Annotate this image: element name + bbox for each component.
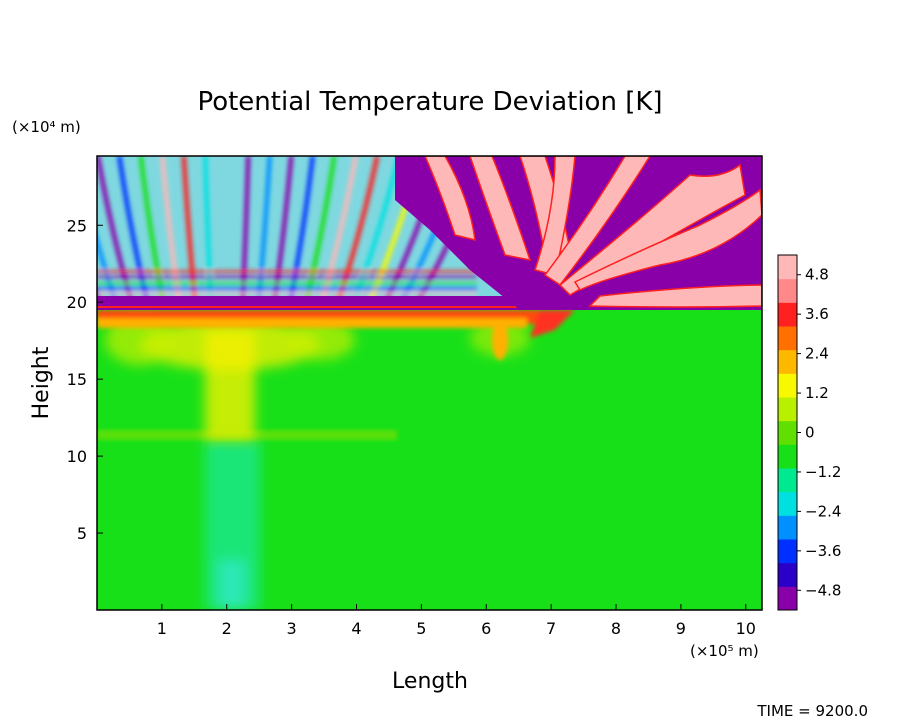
pink-tongues bbox=[424, 156, 762, 308]
y-tick-label: 15 bbox=[67, 370, 87, 389]
colorbar-band bbox=[778, 373, 797, 398]
colorbar-band bbox=[778, 491, 797, 516]
wave-band bbox=[97, 276, 477, 279]
y-tick-label: 10 bbox=[67, 447, 87, 466]
colorbar-tick-label: −1.2 bbox=[805, 463, 841, 481]
x-tick-label: 7 bbox=[546, 619, 556, 638]
colorbar-tick-label: 1.2 bbox=[805, 384, 829, 402]
convective-plume bbox=[205, 440, 260, 610]
x-tick-label: 9 bbox=[676, 619, 686, 638]
colorbar-tick-label: 3.6 bbox=[805, 305, 829, 323]
colorbar-band bbox=[778, 302, 797, 327]
plot-frame bbox=[96, 155, 763, 611]
colorbar-band bbox=[778, 278, 797, 303]
colorbar-band bbox=[778, 397, 797, 422]
colorbar-tick-label: −4.8 bbox=[805, 581, 841, 599]
colorbar: 4.8 3.6 2.4 1.2 0 −1.2 −2.4 −3.6 −4.8 bbox=[777, 254, 841, 611]
x-tick-label: 3 bbox=[287, 619, 297, 638]
colorbar-band bbox=[778, 586, 797, 611]
x-axis-unit: (×10⁵ m) bbox=[690, 642, 759, 660]
wave-band bbox=[97, 287, 477, 290]
colorbar-band bbox=[778, 255, 797, 280]
y-axis-ticks: 5 10 15 20 25 bbox=[67, 216, 103, 543]
x-tick-label: 4 bbox=[351, 619, 361, 638]
colorbar-band bbox=[778, 539, 797, 564]
wave-band bbox=[0, 156, 35, 300]
colorbar-band bbox=[778, 326, 797, 351]
y-tick-label: 20 bbox=[67, 293, 87, 312]
y-axis-unit: (×10⁴ m) bbox=[12, 118, 81, 136]
wave-band bbox=[97, 270, 477, 273]
colorbar-band bbox=[778, 444, 797, 469]
warm-tongue bbox=[469, 156, 532, 261]
x-tick-label: 5 bbox=[416, 619, 426, 638]
wave-band bbox=[97, 282, 477, 285]
x-tick-label: 1 bbox=[157, 619, 167, 638]
colorbar-band bbox=[778, 468, 797, 493]
time-label: TIME = 9200.0 bbox=[756, 702, 868, 720]
wave-band bbox=[97, 292, 477, 295]
wave-band bbox=[0, 156, 51, 300]
plot-area bbox=[0, 156, 762, 610]
colorbar-tick-label: −2.4 bbox=[805, 502, 841, 520]
x-tick-label: 8 bbox=[611, 619, 621, 638]
warm-tongue bbox=[573, 188, 762, 291]
y-tick-label: 5 bbox=[77, 524, 87, 543]
x-axis-ticks: 1 2 3 4 5 6 7 8 9 10 bbox=[157, 604, 756, 638]
wave-band bbox=[12, 156, 67, 300]
colorbar-tick-label: −3.6 bbox=[805, 542, 841, 560]
colorbar-tick-label: 2.4 bbox=[805, 345, 829, 363]
y-tick-label: 25 bbox=[67, 216, 87, 235]
y-axis-label: Height bbox=[29, 346, 54, 419]
colorbar-band bbox=[778, 515, 797, 540]
warm-tongue bbox=[424, 156, 476, 241]
tropopause-warm-layer bbox=[97, 310, 575, 360]
colorbar-band bbox=[778, 349, 797, 374]
convective-tower bbox=[105, 315, 530, 440]
x-tick-label: 6 bbox=[481, 619, 491, 638]
colorbar-tick-label: 4.8 bbox=[805, 266, 829, 284]
colorbar-tick-label: 0 bbox=[805, 424, 815, 442]
x-axis-label: Length bbox=[392, 669, 468, 694]
chart-title: Potential Temperature Deviation [K] bbox=[197, 87, 662, 117]
colorbar-band bbox=[778, 420, 797, 445]
x-tick-label: 10 bbox=[736, 619, 756, 638]
colorbar-band bbox=[778, 562, 797, 587]
x-tick-label: 2 bbox=[222, 619, 232, 638]
tropopause-line bbox=[97, 306, 762, 308]
